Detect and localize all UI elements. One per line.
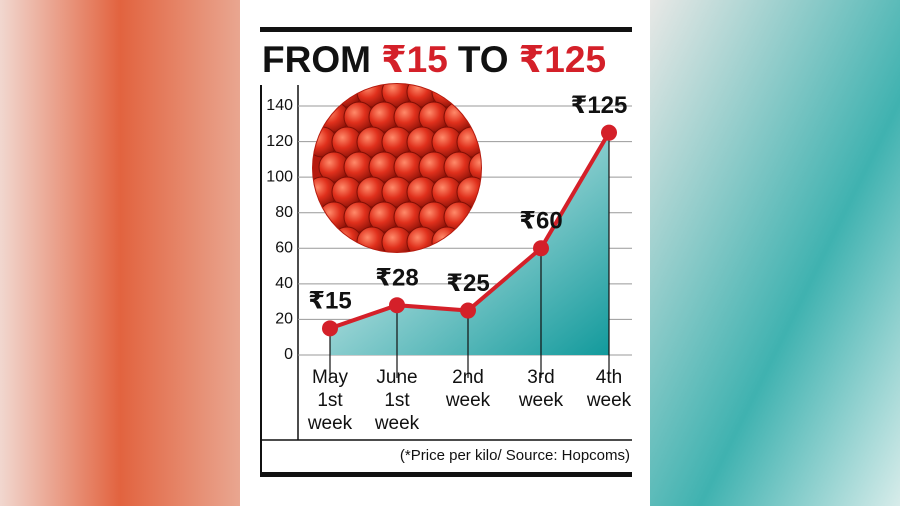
point [389, 297, 405, 314]
y-tick-label: 100 [266, 168, 293, 185]
title-segment: TO [458, 39, 509, 80]
chart-title: FROM ₹15 TO ₹125 [262, 39, 606, 80]
x-tick-line: June [376, 367, 417, 388]
x-tick-line: week [445, 390, 491, 411]
y-tick-label: 80 [275, 204, 293, 221]
x-tick-line: week [374, 413, 420, 434]
tomato-photo [312, 83, 482, 253]
y-tick-label: 40 [275, 275, 293, 292]
frame-top [260, 27, 632, 32]
value-label: ₹125 [571, 92, 628, 119]
x-tick-line: May [312, 367, 348, 388]
x-tick-line: week [586, 390, 632, 411]
point [533, 240, 549, 257]
point [322, 320, 338, 337]
x-tick-line: 1st [384, 390, 410, 411]
footnote: (*Price per kilo/ Source: Hopcoms) [400, 447, 630, 464]
value-label: ₹60 [519, 208, 562, 235]
frame-bottom [260, 472, 632, 477]
y-tick-label: 120 [266, 133, 293, 150]
x-tick-line: 1st [317, 390, 343, 411]
title-segment: FROM [262, 39, 371, 80]
y-tick-label: 0 [284, 346, 293, 363]
y-tick-label: 20 [275, 311, 293, 328]
background-right [650, 0, 900, 506]
value-label: ₹25 [446, 270, 489, 297]
value-label: ₹15 [308, 288, 351, 315]
point [601, 124, 617, 141]
background-left [0, 0, 240, 506]
value-label: ₹28 [375, 265, 418, 292]
x-tick-label: 3rd week [518, 367, 564, 411]
x-tick-label: May 1st week [307, 367, 353, 434]
x-tick-line: 4th [596, 367, 622, 388]
x-tick-line: 2nd [452, 367, 484, 388]
area [330, 132, 609, 355]
title-segment: ₹125 [519, 39, 606, 80]
y-tick-label: 60 [275, 240, 293, 257]
x-tick-label: 2nd week [445, 367, 491, 411]
x-tick-line: 3rd [527, 367, 554, 388]
tomato [468, 151, 481, 183]
title-segment: ₹15 [381, 39, 448, 80]
x-tick-label: June 1st week [374, 367, 420, 434]
x-tick-line: week [307, 413, 353, 434]
x-tick-label: 4th week [586, 367, 632, 411]
x-tick-line: week [518, 390, 564, 411]
y-tick-label: 140 [266, 97, 293, 114]
point [460, 302, 476, 319]
